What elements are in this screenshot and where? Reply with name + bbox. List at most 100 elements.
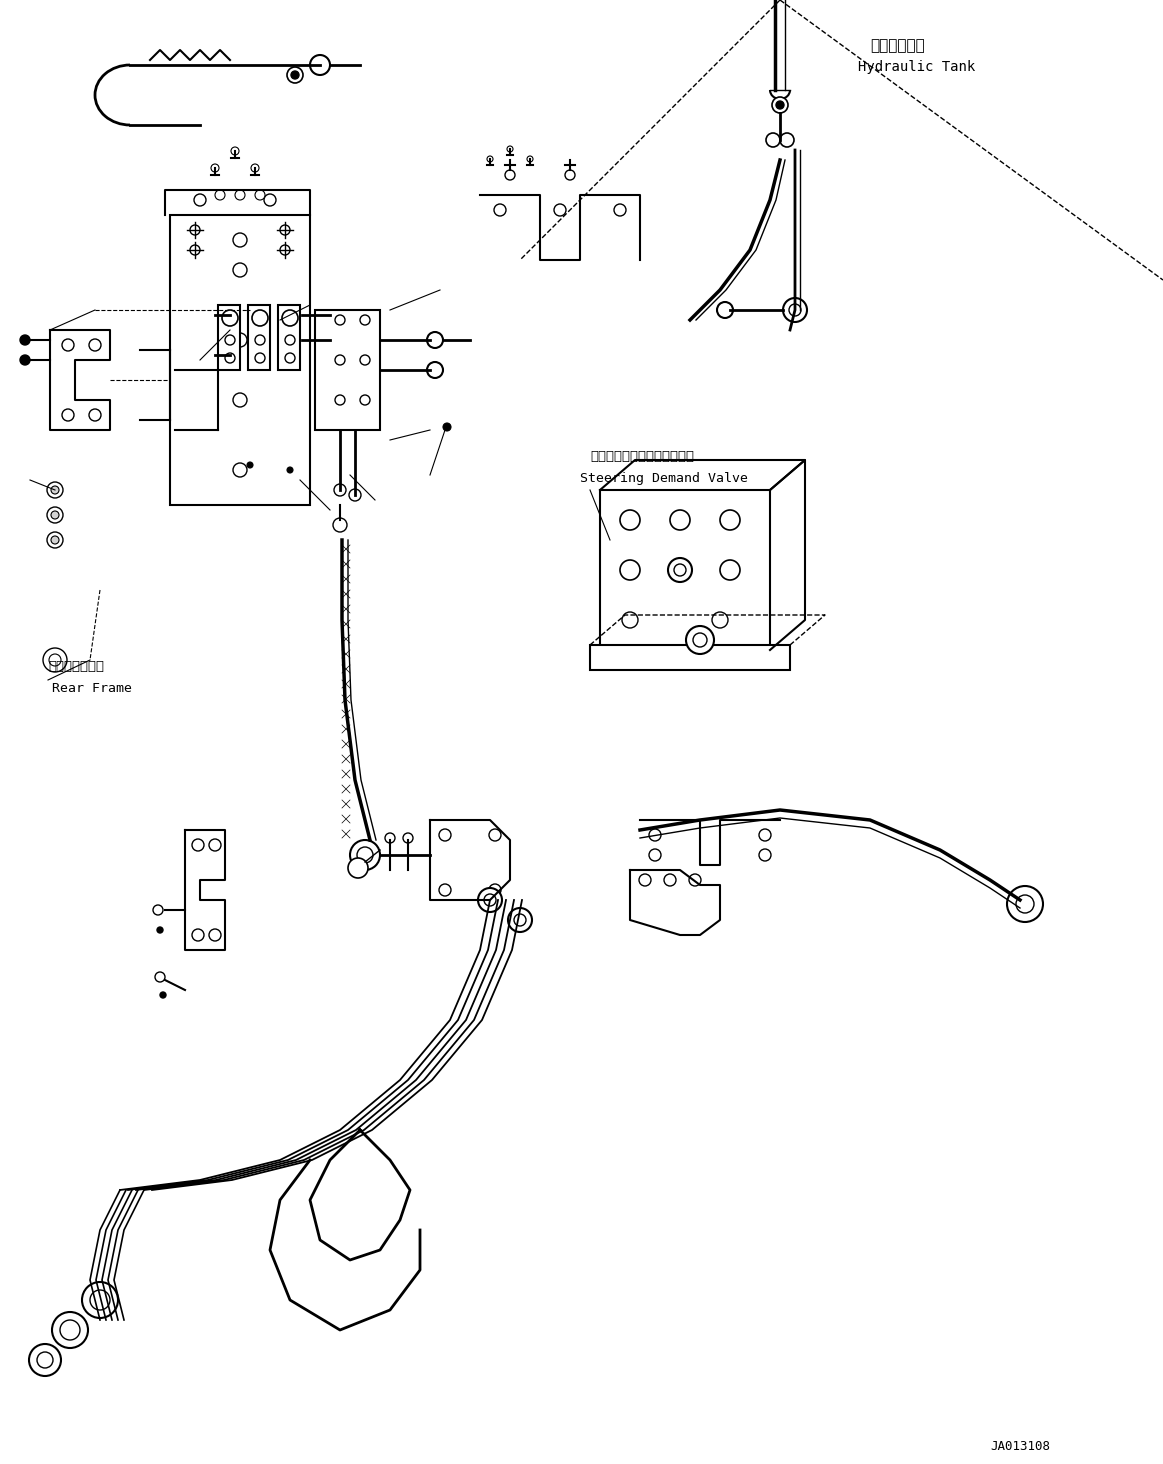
Circle shape: [20, 335, 30, 346]
Circle shape: [90, 1290, 110, 1310]
Circle shape: [438, 829, 451, 840]
Circle shape: [361, 354, 370, 365]
Circle shape: [335, 315, 345, 325]
Bar: [600, 490, 770, 650]
Circle shape: [357, 848, 373, 862]
Circle shape: [335, 395, 345, 406]
Circle shape: [233, 392, 247, 407]
Circle shape: [720, 561, 740, 580]
Circle shape: [494, 203, 506, 217]
Circle shape: [783, 299, 807, 322]
Circle shape: [60, 1321, 80, 1340]
Circle shape: [789, 305, 801, 316]
Circle shape: [348, 858, 368, 878]
Circle shape: [52, 1312, 88, 1348]
Circle shape: [720, 509, 740, 530]
Circle shape: [333, 518, 347, 531]
Text: リヤーフレーム: リヤーフレーム: [48, 660, 104, 673]
Circle shape: [759, 829, 771, 840]
Circle shape: [215, 190, 224, 201]
Circle shape: [766, 133, 780, 146]
Circle shape: [311, 56, 330, 75]
Circle shape: [507, 146, 513, 152]
Circle shape: [235, 190, 245, 201]
Circle shape: [47, 507, 63, 523]
Circle shape: [349, 489, 361, 501]
Circle shape: [686, 627, 714, 654]
Circle shape: [51, 536, 59, 545]
Circle shape: [209, 839, 221, 851]
Circle shape: [712, 612, 728, 628]
Circle shape: [664, 874, 676, 886]
Circle shape: [233, 463, 247, 477]
Circle shape: [776, 101, 784, 108]
Circle shape: [1016, 895, 1034, 914]
Circle shape: [264, 195, 276, 206]
Circle shape: [224, 335, 235, 346]
Circle shape: [209, 930, 221, 941]
Circle shape: [427, 362, 443, 378]
Circle shape: [638, 874, 651, 886]
Circle shape: [350, 840, 380, 870]
Circle shape: [508, 908, 531, 933]
Circle shape: [438, 884, 451, 896]
Bar: [248, 305, 270, 370]
Circle shape: [222, 310, 238, 326]
Circle shape: [192, 930, 204, 941]
Circle shape: [194, 195, 206, 206]
Circle shape: [20, 354, 30, 365]
Circle shape: [484, 895, 495, 906]
Circle shape: [620, 509, 640, 530]
Circle shape: [251, 164, 259, 171]
Circle shape: [190, 244, 200, 255]
Circle shape: [718, 302, 733, 318]
Circle shape: [759, 849, 771, 861]
Text: Hydraulic Tank: Hydraulic Tank: [858, 60, 976, 75]
Circle shape: [443, 423, 451, 430]
Circle shape: [361, 395, 370, 406]
Circle shape: [285, 353, 295, 363]
Circle shape: [224, 353, 235, 363]
Circle shape: [291, 70, 299, 79]
Circle shape: [693, 632, 707, 647]
Circle shape: [51, 511, 59, 520]
Circle shape: [255, 335, 265, 346]
Circle shape: [780, 133, 794, 146]
Circle shape: [1007, 886, 1043, 922]
Circle shape: [565, 170, 575, 180]
Circle shape: [280, 244, 290, 255]
Circle shape: [62, 340, 74, 351]
Circle shape: [488, 884, 501, 896]
Circle shape: [157, 927, 163, 933]
Text: 作動油タンク: 作動油タンク: [870, 38, 925, 53]
Circle shape: [287, 67, 304, 83]
Circle shape: [47, 531, 63, 548]
Circle shape: [155, 972, 165, 982]
Circle shape: [361, 315, 370, 325]
Circle shape: [51, 486, 59, 493]
Circle shape: [487, 157, 493, 163]
Bar: [217, 305, 240, 370]
Bar: [315, 310, 380, 430]
Text: Steering Demand Valve: Steering Demand Valve: [580, 471, 748, 485]
Circle shape: [192, 839, 204, 851]
Circle shape: [233, 332, 247, 347]
Circle shape: [334, 485, 347, 496]
Circle shape: [233, 264, 247, 277]
Circle shape: [404, 833, 413, 843]
Circle shape: [62, 408, 74, 422]
Circle shape: [478, 889, 502, 912]
Circle shape: [688, 874, 701, 886]
Bar: [170, 215, 311, 505]
Circle shape: [287, 467, 293, 473]
Circle shape: [622, 612, 638, 628]
Circle shape: [154, 905, 163, 915]
Circle shape: [47, 482, 63, 498]
Bar: [590, 646, 790, 671]
Circle shape: [247, 463, 254, 468]
Circle shape: [90, 340, 101, 351]
Text: Rear Frame: Rear Frame: [52, 682, 131, 695]
Circle shape: [231, 146, 240, 155]
Circle shape: [29, 1344, 60, 1376]
Circle shape: [614, 203, 626, 217]
